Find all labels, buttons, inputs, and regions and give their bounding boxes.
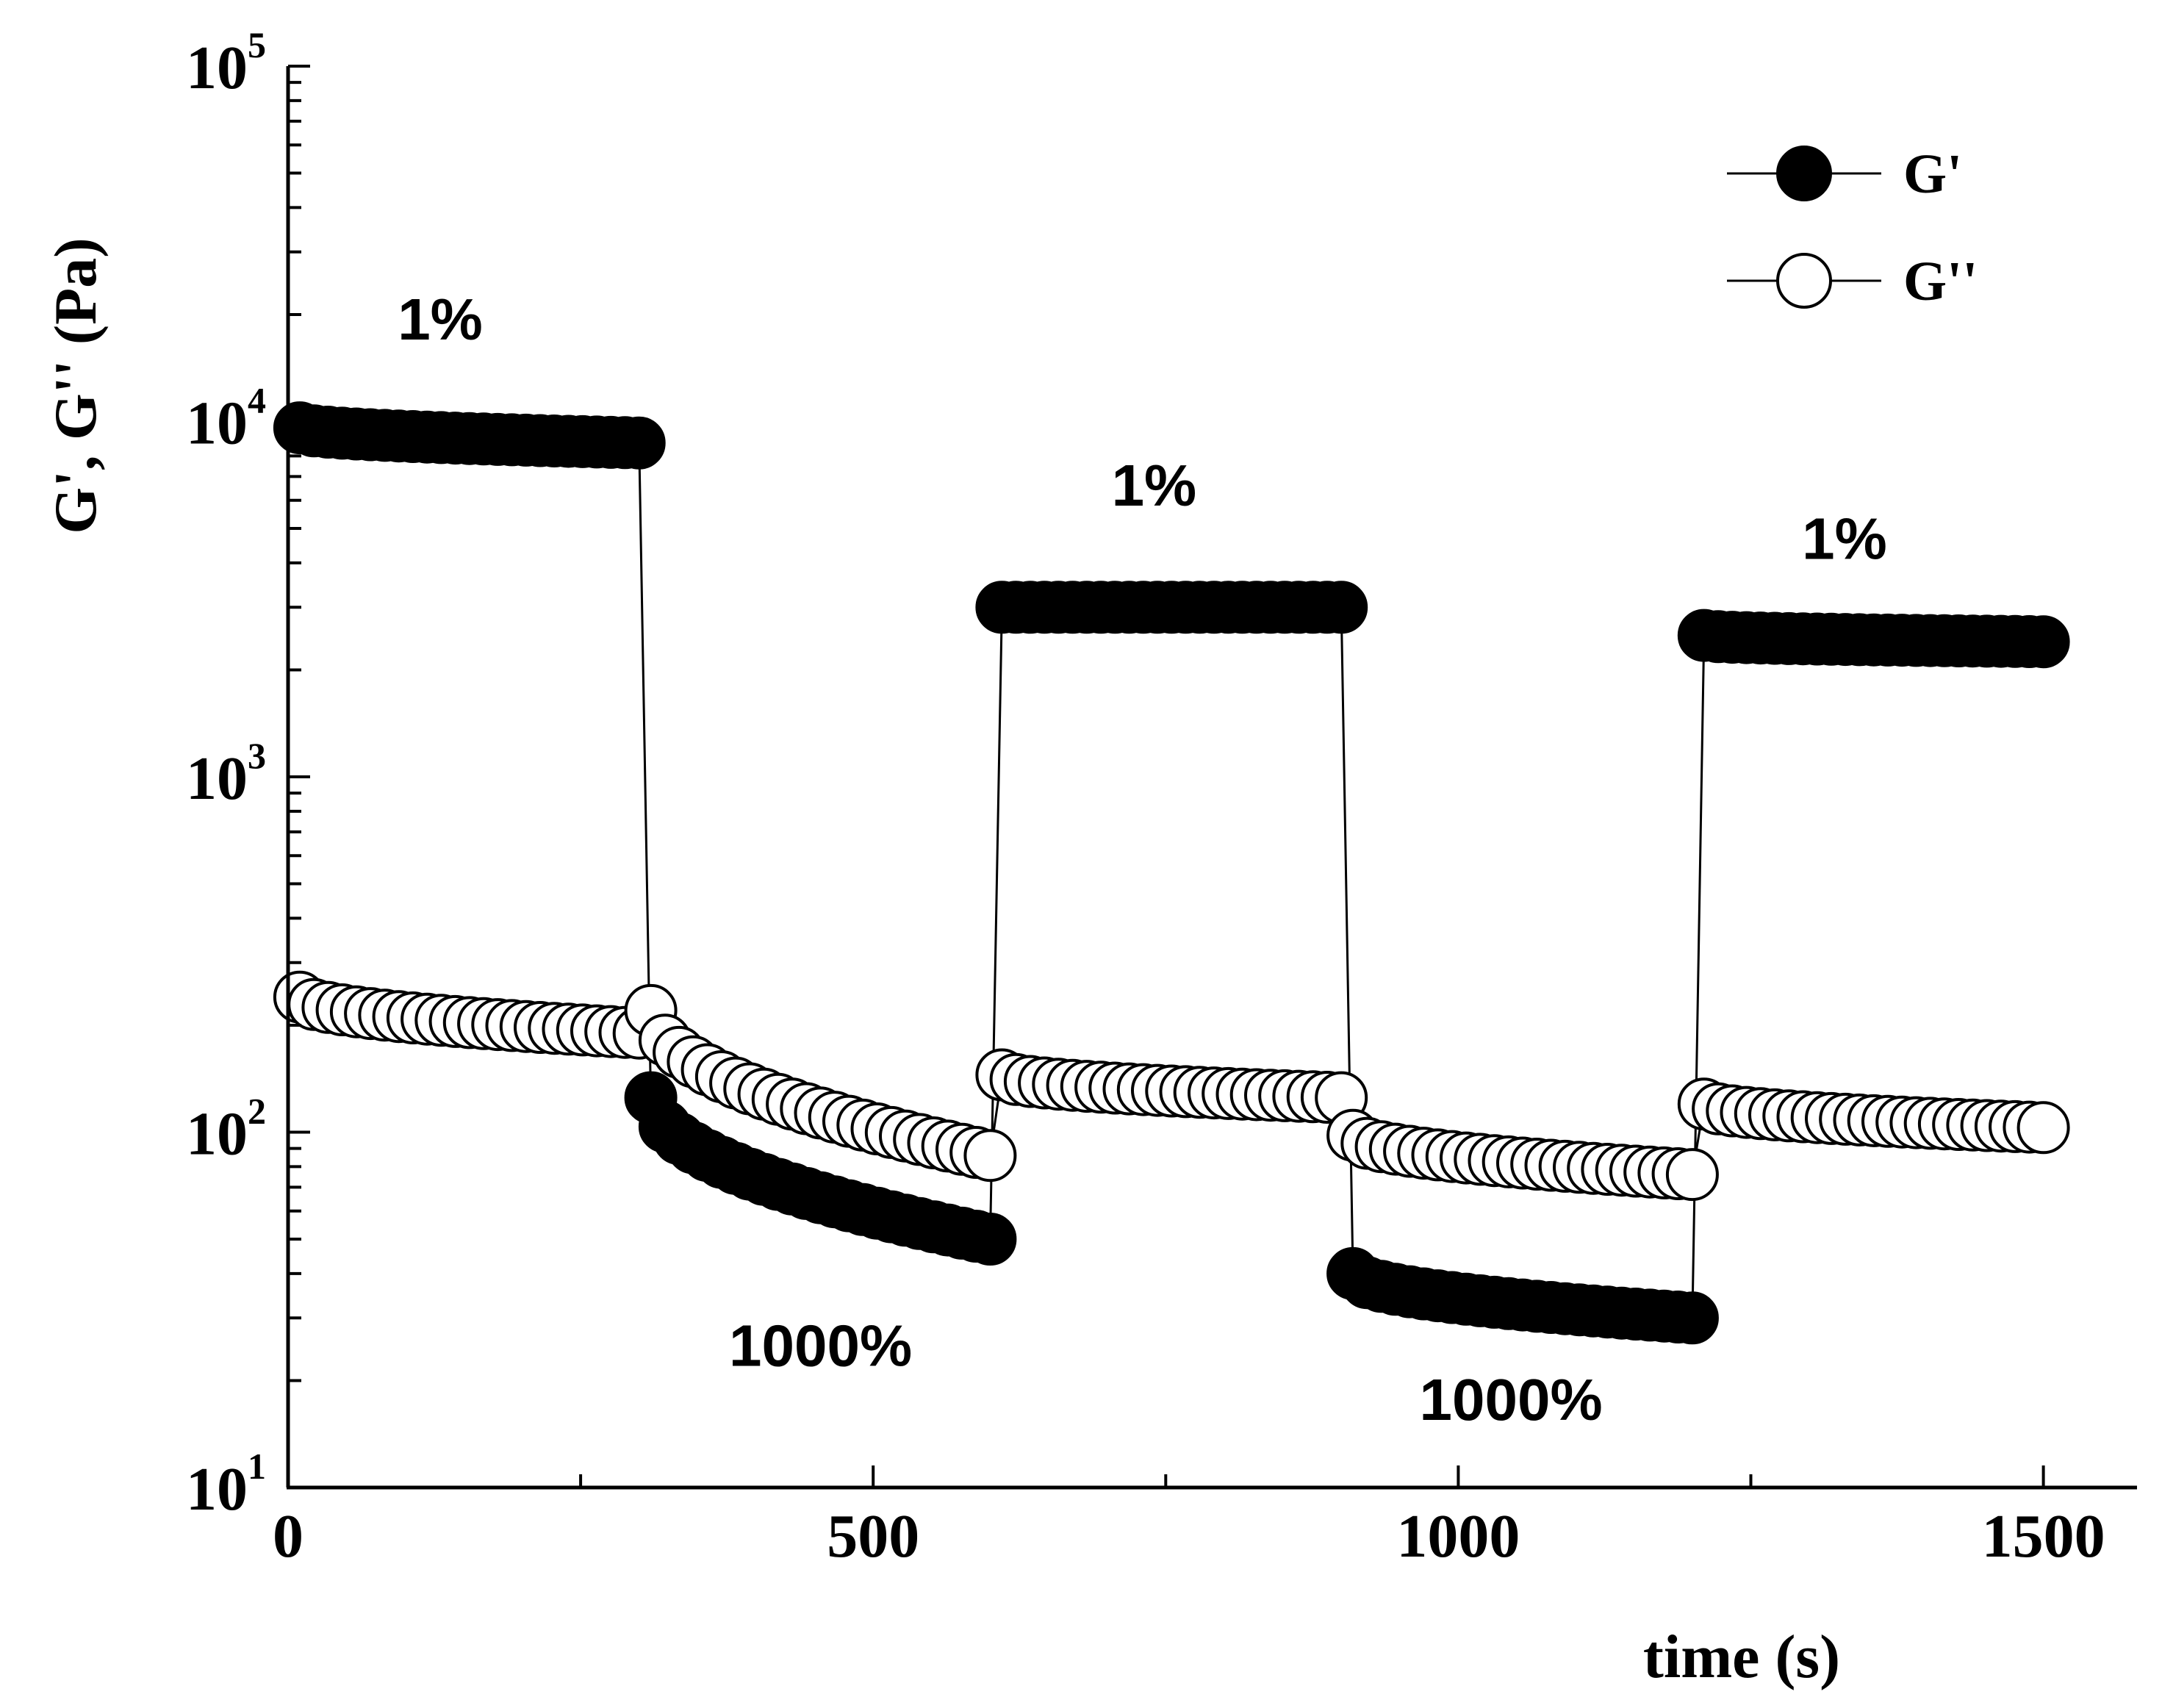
y-tick-base: 10: [186, 1455, 248, 1524]
y-tick-exponent: 4: [248, 380, 266, 421]
legend-marker-g2: [1776, 253, 1832, 309]
legend-marker-g1: [1776, 146, 1832, 201]
strain-annotation: 1000%: [729, 1313, 912, 1378]
strain-annotation: 1000%: [1420, 1367, 1603, 1432]
data-point-g2: [1665, 1148, 1719, 1202]
y-tick-label: 102: [186, 1091, 266, 1169]
y-tick-base: 10: [186, 744, 248, 813]
data-point-g1: [1665, 1291, 1719, 1345]
data-point-g1: [1315, 581, 1368, 634]
legend-label-g1: G': [1903, 143, 1962, 205]
data-point-g1: [963, 1213, 1017, 1266]
axes: [286, 66, 2137, 1490]
data-point-g1: [2016, 615, 2070, 669]
y-tick-base: 10: [186, 34, 248, 102]
annotations: 1% 1000% 1% 1000% 1%: [398, 287, 1887, 1432]
y-tick-label: 105: [186, 24, 266, 102]
x-tick-label: 500: [827, 1502, 919, 1571]
x-tick-label: 0: [273, 1502, 304, 1571]
y-tick-exponent: 5: [248, 24, 266, 65]
legend-label-g2: G'': [1903, 251, 1978, 312]
strain-annotation: 1%: [1802, 506, 1887, 572]
legend: G' G'': [1727, 143, 1978, 312]
data-point-g1: [612, 416, 666, 470]
data-point-g2: [963, 1129, 1017, 1183]
y-axis-label: G', G'' (Pa): [42, 237, 109, 534]
data-point-g2: [2016, 1101, 2070, 1155]
y-tick-label: 101: [186, 1446, 266, 1524]
series-line-g1: [299, 426, 2044, 1319]
y-tick-label: 103: [186, 735, 266, 813]
strain-annotation: 1%: [398, 287, 483, 352]
plot-area: [273, 401, 2070, 1345]
y-tick-exponent: 2: [248, 1091, 266, 1132]
y-tick-exponent: 1: [248, 1446, 266, 1487]
x-axis-label: time (s): [1643, 1623, 1840, 1691]
x-ticks: 0 500 1000 1500: [273, 1465, 2105, 1571]
y-tick-base: 10: [186, 1100, 248, 1169]
strain-annotation: 1%: [1112, 453, 1197, 518]
y-tick-label: 104: [186, 380, 266, 458]
y-tick-base: 10: [186, 390, 248, 458]
x-tick-label: 1000: [1396, 1502, 1520, 1571]
y-tick-exponent: 3: [248, 735, 266, 776]
x-tick-label: 1500: [1982, 1502, 2105, 1571]
